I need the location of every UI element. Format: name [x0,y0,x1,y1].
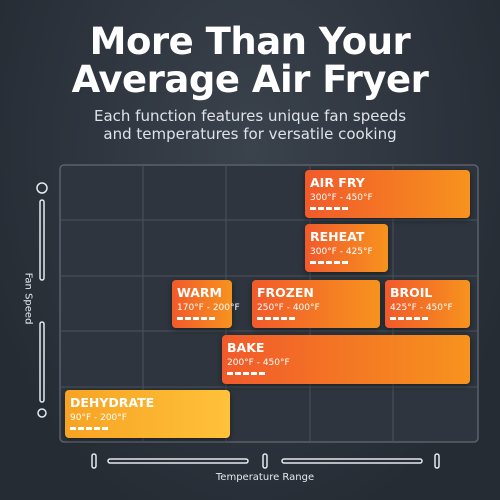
function-box: FROZEN 250°F - 400°F [252,280,380,328]
subtitle-line: Each function features unique fan speeds [93,107,407,125]
function-box: BROIL 425°F - 450°F [385,280,470,328]
function-box: AIR FRY 300°F - 450°F [305,170,470,218]
speed-indicator [257,317,297,320]
function-name: AIR FRY [310,175,365,190]
speed-indicator [310,261,350,264]
function-box: REHEAT 300°F - 425°F [305,224,388,272]
speed-indicator [70,427,110,430]
function-range: 300°F - 425°F [310,247,373,257]
title-line: Average Air Fryer [71,58,429,101]
function-name: BAKE [227,340,265,355]
function-name: FROZEN [257,285,314,300]
function-range: 250°F - 400°F [257,303,320,313]
function-range: 200°F - 450°F [227,358,290,368]
function-box: BAKE 200°F - 450°F [222,335,470,384]
speed-indicator [227,372,267,375]
function-name: REHEAT [310,229,365,244]
speed-indicator [310,207,350,210]
function-name: BROIL [390,285,433,300]
function-range: 90°F - 200°F [70,413,127,423]
y-axis-label: Fan Speed [22,272,34,325]
title-line: More Than Your [89,20,411,63]
function-box: WARM 170°F - 200°F [172,280,240,328]
function-range: 425°F - 450°F [390,303,453,313]
function-box: DEHYDRATE 90°F - 200°F [65,390,230,438]
function-name: DEHYDRATE [70,395,155,410]
x-axis-label: Temperature Range [215,472,315,483]
function-name: WARM [177,285,222,300]
speed-indicator [390,317,430,320]
function-range: 170°F - 200°F [177,303,240,313]
speed-indicator [177,317,217,320]
function-range: 300°F - 450°F [310,193,373,203]
subtitle-line: and temperatures for versatile cooking [103,125,397,143]
